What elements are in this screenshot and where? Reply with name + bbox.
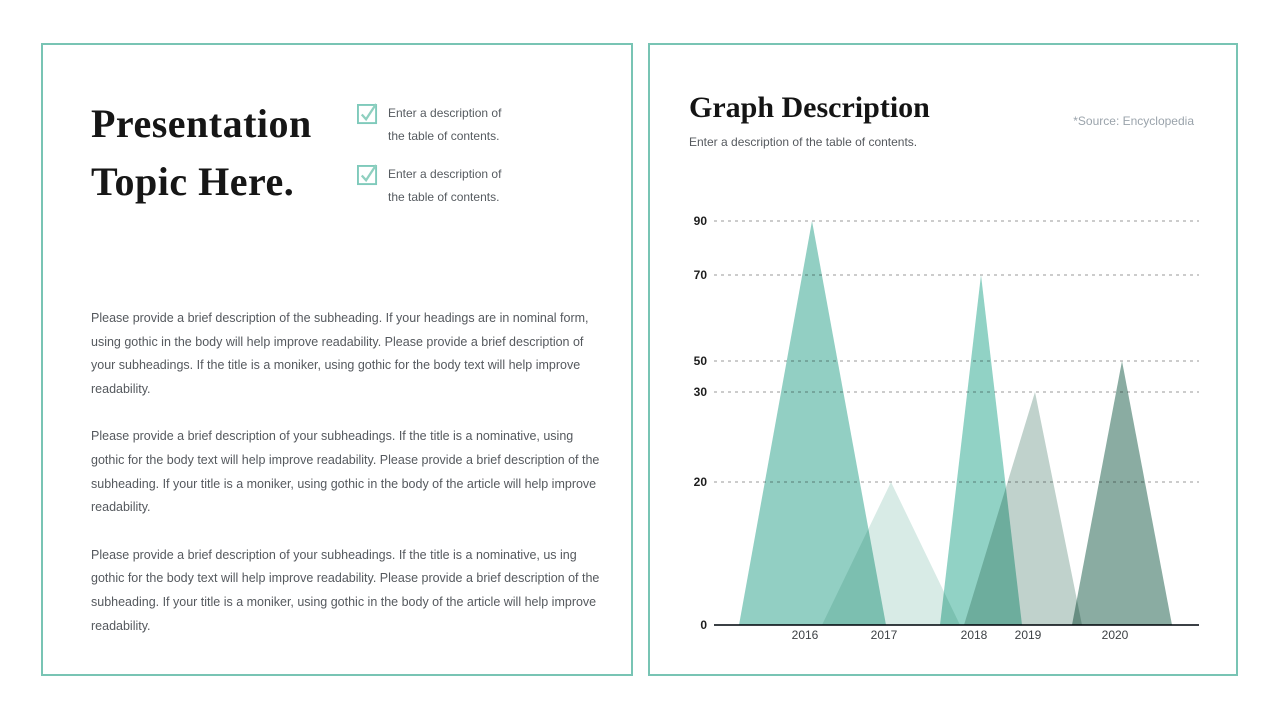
svg-text:2019: 2019 [1015,628,1042,642]
checklist-item-text: Enter a description of the table of cont… [388,102,501,148]
graph-source-note: *Source: Encyclopedia [1073,114,1194,128]
presentation-title-line1: Presentation [91,101,312,146]
checklist-item-line1: Enter a description of [388,167,502,181]
paragraph: Please provide a brief description of yo… [91,547,600,633]
checklist-item-line2: the table of contents. [388,190,500,204]
checkbox-checked-icon [357,164,378,186]
svg-text:50: 50 [694,354,708,368]
graph-subtitle: Enter a description of the table of cont… [689,135,918,149]
svg-text:90: 90 [694,214,708,228]
right-panel: Graph Description *Source: Encyclopedia … [648,43,1238,676]
checkbox-checked-icon [357,103,378,125]
svg-text:2017: 2017 [871,628,898,642]
svg-text:20: 20 [694,475,708,489]
graph-title: Graph Description [689,91,930,124]
checklist-item-line1: Enter a description of [388,106,502,120]
svg-text:30: 30 [694,385,708,399]
paragraph: Please provide a brief description of yo… [91,429,600,515]
svg-text:2020: 2020 [1102,628,1129,642]
presentation-title: Presentation Topic Here. [91,95,312,211]
paragraph: Please provide a brief description of th… [91,311,589,396]
checklist-item-text: Enter a description of the table of cont… [388,163,501,209]
checklist-item-line2: the table of contents. [388,129,500,143]
svg-text:70: 70 [694,268,708,282]
body-paragraphs: Please provide a brief description of th… [91,307,603,662]
svg-text:2016: 2016 [792,628,819,642]
presentation-title-line2: Topic Here. [91,159,295,204]
checklist: Enter a description of the table of cont… [357,102,501,224]
left-panel: Presentation Topic Here. Enter a descrip… [41,43,633,676]
checklist-item: Enter a description of the table of cont… [357,163,501,209]
triangle-chart: 90 70 50 30 20 0 2016 2017 2018 2019 2020 [694,214,1199,642]
checklist-item: Enter a description of the table of cont… [357,102,501,148]
svg-text:0: 0 [700,618,707,632]
svg-text:2018: 2018 [961,628,988,642]
